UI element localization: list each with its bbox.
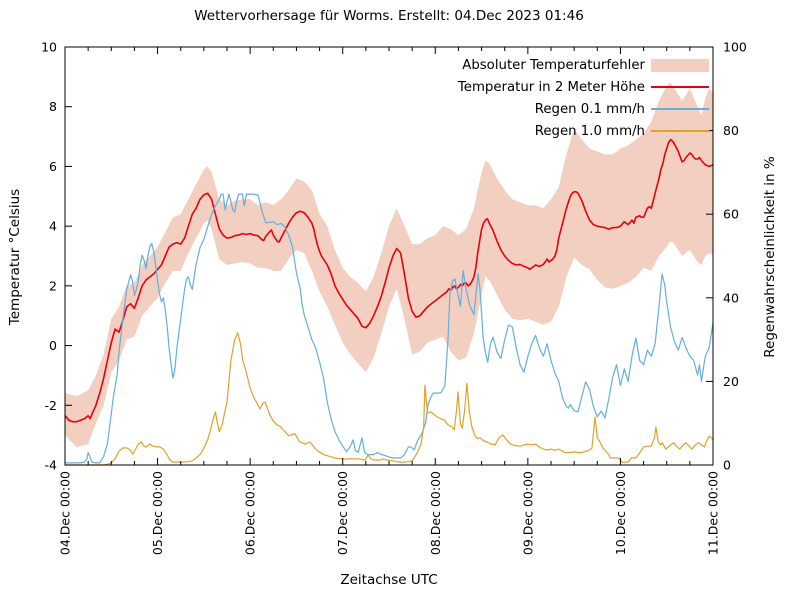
x-tick-label: 04.Dec 00:00 xyxy=(58,471,73,555)
legend-row: Regen 1.0 mm/h xyxy=(458,120,709,142)
legend-label: Absoluter Temperaturfehler xyxy=(462,57,645,73)
y-left-tick-label: 0 xyxy=(49,338,57,353)
y-axis-label-rain-probability: Regenwahrscheinlichkeit in % xyxy=(762,156,778,358)
y-left-tick-label: 8 xyxy=(49,99,57,114)
legend: Absoluter Temperaturfehler Temperatur in … xyxy=(458,54,709,142)
series-temperature-line xyxy=(64,138,714,423)
series-error-band xyxy=(65,82,713,448)
x-tick-label: 11.Dec 00:00 xyxy=(706,471,721,555)
y-left-tick-label: -2 xyxy=(45,398,57,413)
y-left-tick-label: 10 xyxy=(41,40,57,55)
x-tick-label: 10.Dec 00:00 xyxy=(613,471,628,555)
y-right-tick-label: 80 xyxy=(723,123,739,138)
legend-swatch-line xyxy=(651,86,709,88)
x-tick-label: 05.Dec 00:00 xyxy=(150,471,165,555)
series-rain01-line xyxy=(65,193,714,464)
x-axis-label: Zeitachse UTC xyxy=(340,572,438,588)
legend-label: Regen 1.0 mm/h xyxy=(534,123,645,139)
y-right-tick-label: 20 xyxy=(723,374,739,389)
legend-swatch-line xyxy=(651,130,709,132)
y-left-tick-label: 6 xyxy=(49,159,57,174)
y-right-tick-label: 40 xyxy=(723,290,739,305)
y-left-tick-label: 2 xyxy=(49,278,57,293)
x-tick-label: 07.Dec 00:00 xyxy=(335,471,350,555)
x-tick-label: 09.Dec 00:00 xyxy=(520,471,535,555)
x-tick-label: 06.Dec 00:00 xyxy=(243,471,258,555)
legend-row: Regen 0.1 mm/h xyxy=(458,98,709,120)
legend-swatch-band xyxy=(651,58,709,72)
y-left-tick-label: 4 xyxy=(49,219,57,234)
y-right-tick-label: 60 xyxy=(723,207,739,222)
legend-row: Temperatur in 2 Meter Höhe xyxy=(458,76,709,98)
y-right-tick-label: 0 xyxy=(723,458,731,473)
legend-label: Temperatur in 2 Meter Höhe xyxy=(457,79,645,95)
chart-title: Wettervorhersage für Worms. Erstellt: 04… xyxy=(194,8,584,24)
x-tick-label: 08.Dec 00:00 xyxy=(428,471,443,555)
y-left-tick-label: -4 xyxy=(45,458,58,473)
legend-row: Absoluter Temperaturfehler xyxy=(458,54,709,76)
legend-swatch-line xyxy=(651,108,709,110)
legend-label: Regen 0.1 mm/h xyxy=(534,101,645,117)
y-right-tick-label: 100 xyxy=(723,40,747,55)
series-rain10-line xyxy=(65,332,714,466)
y-axis-label-temperature: Temperatur °Celsius xyxy=(7,188,23,326)
